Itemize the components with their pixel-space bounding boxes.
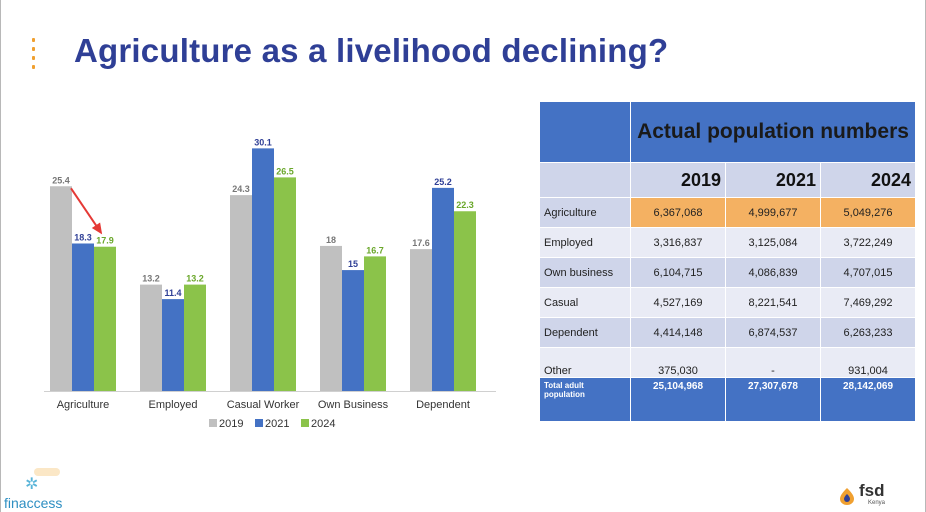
bar xyxy=(274,177,296,391)
x-tick-label: Agriculture xyxy=(57,399,110,411)
table-year-header: 2024 xyxy=(819,162,917,198)
table-total-row: Total adult population 25,104,968 27,307… xyxy=(539,377,917,422)
table-year-header: 2019 xyxy=(630,162,726,198)
cell-value: - xyxy=(724,347,821,378)
cell-value: 931,004 xyxy=(819,347,917,378)
cell-value: 5,049,276 xyxy=(819,197,917,228)
row-label: Employed xyxy=(539,227,631,258)
cell-value: 8,221,541 xyxy=(724,287,821,318)
data-label: 25.2 xyxy=(434,177,452,187)
data-label: 22.3 xyxy=(456,200,474,210)
finaccess-logo: ✲ finaccess xyxy=(4,468,74,512)
total-label: Total adult population xyxy=(539,377,631,422)
data-label: 24.3 xyxy=(232,184,250,194)
legend-swatch xyxy=(209,419,217,427)
row-label: Agriculture xyxy=(539,197,631,228)
population-table: Actual population numbers 2019 2021 2024… xyxy=(539,101,917,422)
bar xyxy=(454,211,476,391)
x-tick-label: Employed xyxy=(149,399,198,411)
cell-value: 375,030 xyxy=(630,347,726,378)
cell-value: 4,999,677 xyxy=(724,197,821,228)
row-label: Casual xyxy=(539,287,631,318)
table-title: Actual population numbers xyxy=(630,101,916,163)
cell-value: 6,367,068 xyxy=(630,197,726,228)
bar xyxy=(364,256,386,391)
data-label: 30.1 xyxy=(254,137,272,147)
fsd-wordmark: fsd xyxy=(859,481,885,500)
data-label: 15 xyxy=(348,259,358,269)
table-corner-cell xyxy=(539,101,631,163)
data-label: 16.7 xyxy=(366,245,384,255)
bar xyxy=(230,195,252,391)
cell-value: 6,874,537 xyxy=(724,317,821,348)
total-value: 25,104,968 xyxy=(630,377,726,422)
cell-value: 3,722,249 xyxy=(819,227,917,258)
bar xyxy=(432,187,454,391)
slide-title: Agriculture as a livelihood declining? xyxy=(74,32,669,69)
row-label: Own business xyxy=(539,257,631,288)
data-label: 25.4 xyxy=(52,175,70,185)
cell-value: 4,086,839 xyxy=(724,257,821,288)
total-value: 28,142,069 xyxy=(819,377,917,422)
legend-swatch xyxy=(301,419,309,427)
x-tick-label: Dependent xyxy=(416,399,470,411)
annotation-arrow-head xyxy=(91,222,103,235)
table-row: Agriculture 6,367,068 4,999,677 5,049,27… xyxy=(539,197,917,228)
bar xyxy=(72,243,94,391)
legend-label: 2021 xyxy=(265,418,289,430)
table-year-header: 2021 xyxy=(724,162,821,198)
fsd-kenya-logo: fsd Kenya xyxy=(838,480,898,510)
table-row: Casual 4,527,169 8,221,541 7,469,292 xyxy=(539,287,917,318)
bar xyxy=(410,249,432,391)
table-row: Own business 6,104,715 4,086,839 4,707,0… xyxy=(539,257,917,288)
bar xyxy=(50,186,72,391)
legend-label: 2019 xyxy=(219,418,243,430)
snowflake-icon: ✲ xyxy=(25,476,39,493)
cell-value: 3,316,837 xyxy=(630,227,726,258)
row-label: Other xyxy=(539,347,631,378)
cell-value: 7,469,292 xyxy=(819,287,917,318)
cell-value: 6,104,715 xyxy=(630,257,726,288)
total-value: 27,307,678 xyxy=(724,377,821,422)
cell-value: 4,527,169 xyxy=(630,287,726,318)
cell-value: 4,707,015 xyxy=(819,257,917,288)
data-label: 26.5 xyxy=(276,166,294,176)
legend-swatch xyxy=(255,419,263,427)
table-corner-cell-2 xyxy=(539,162,631,198)
bar xyxy=(320,245,342,391)
data-label: 18.3 xyxy=(74,232,92,242)
fsd-drop-icon xyxy=(840,488,854,505)
kenya-wordmark: Kenya xyxy=(868,500,886,506)
cell-value: 4,414,148 xyxy=(630,317,726,348)
logo-glow xyxy=(34,468,60,476)
bar xyxy=(252,148,274,391)
x-tick-label: Own Business xyxy=(318,399,389,411)
title-accent-dots xyxy=(31,38,37,78)
data-label: 11.4 xyxy=(164,288,181,298)
bar xyxy=(94,246,116,391)
legend-label: 2024 xyxy=(311,418,335,430)
table-row: Dependent 4,414,148 6,874,537 6,263,233 xyxy=(539,317,917,348)
finaccess-wordmark: finaccess xyxy=(4,495,63,511)
data-label: 13.2 xyxy=(142,274,160,284)
table-row: Employed 3,316,837 3,125,084 3,722,249 xyxy=(539,227,917,258)
data-label: 17.6 xyxy=(412,238,430,248)
data-label: 17.9 xyxy=(96,236,114,246)
bar xyxy=(342,270,364,391)
bar xyxy=(140,284,162,391)
x-tick-label: Casual Worker xyxy=(227,399,300,411)
cell-value: 6,263,233 xyxy=(819,317,917,348)
bar xyxy=(162,299,184,391)
bar xyxy=(184,284,206,391)
data-label: 18 xyxy=(326,235,336,245)
data-label: 13.2 xyxy=(186,274,204,284)
cell-value: 3,125,084 xyxy=(724,227,821,258)
table-row: Other 375,030 - 931,004 xyxy=(539,347,917,378)
row-label: Dependent xyxy=(539,317,631,348)
